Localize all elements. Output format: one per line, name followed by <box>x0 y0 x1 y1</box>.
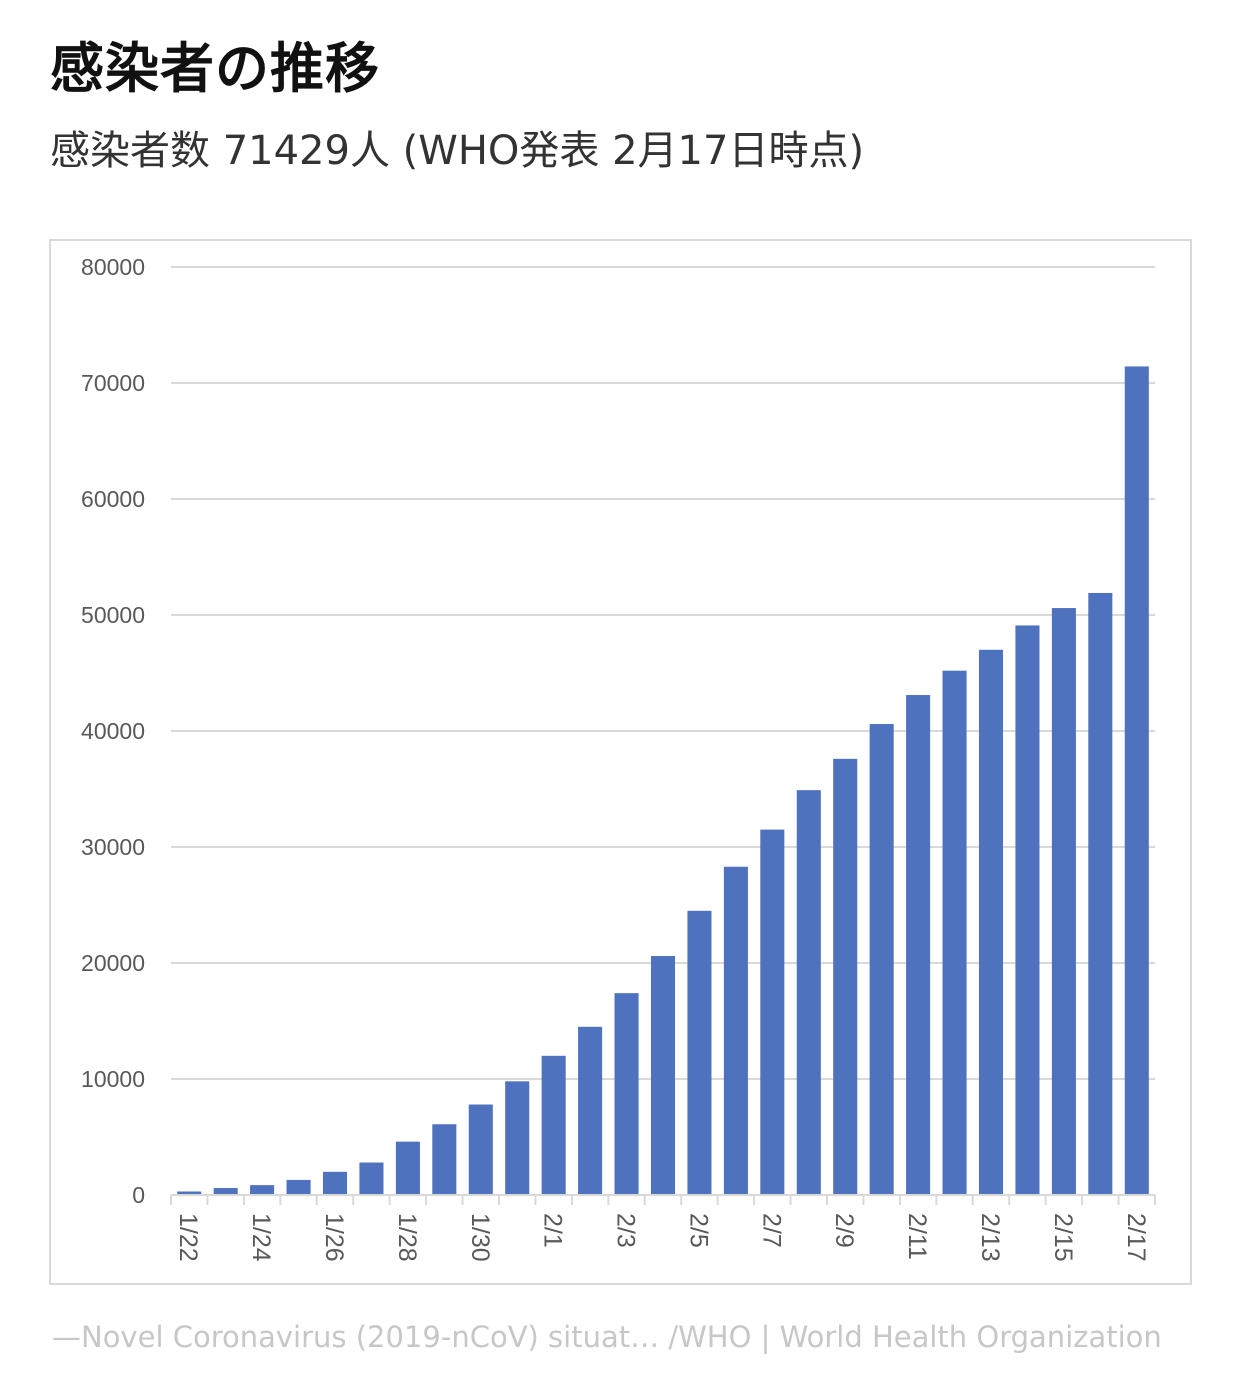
bar-2-11 <box>906 695 931 1195</box>
source-caption: —Novel Coronavirus (2019-nCoV) situat… /… <box>52 1320 1162 1354</box>
bar-2-1 <box>541 1055 566 1195</box>
bar-2-8 <box>796 790 821 1195</box>
x-tick-label: 2/7 <box>757 1213 785 1248</box>
bar-1-31 <box>505 1081 530 1195</box>
bar-1-24 <box>250 1185 275 1195</box>
y-tick-label: 80000 <box>81 254 145 280</box>
page-subtitle: 感染者数 71429人 (WHO発表 2月17日時点) <box>50 128 865 174</box>
bar-2-15 <box>1051 608 1076 1195</box>
bar-1-26 <box>322 1171 348 1195</box>
x-tick-label: 1/24 <box>247 1213 275 1262</box>
bar-2-5 <box>687 910 712 1195</box>
x-tick-label: 2/15 <box>1049 1213 1077 1262</box>
bars <box>177 366 1149 1195</box>
bar-1-30 <box>468 1104 493 1195</box>
y-tick-label: 0 <box>132 1182 145 1208</box>
bar-2-6 <box>723 866 748 1195</box>
bar-2-3 <box>614 993 639 1195</box>
y-tick-label: 10000 <box>81 1066 145 1092</box>
x-tick-label: 2/11 <box>903 1213 931 1260</box>
bar-2-16 <box>1088 592 1113 1195</box>
x-tick-label: 1/26 <box>320 1213 348 1262</box>
x-tick-label: 2/5 <box>684 1213 712 1248</box>
bar-1-25 <box>286 1179 311 1195</box>
bar-chart: 0 10000 20000 30000 40000 50000 60000 70000 8000… <box>81 254 1156 1262</box>
bar-1-22 <box>177 1191 202 1195</box>
y-tick-label: 20000 <box>81 950 145 976</box>
y-tick-labels: 0 10000 20000 30000 40000 50000 60000 70000 8000… <box>81 254 145 1208</box>
bar-2-10 <box>869 724 894 1195</box>
x-tick-label: 2/17 <box>1122 1213 1150 1262</box>
y-tick-label: 70000 <box>81 370 145 396</box>
x-tick-labels: 1/22 1/24 1/26 1/28 1/30 2/1 2/3 2/5 2/7 2/9 2/11 2… <box>174 1213 1150 1262</box>
bar-1-28 <box>395 1141 420 1195</box>
bar-1-29 <box>432 1124 457 1195</box>
page-title: 感染者の推移 <box>50 37 380 100</box>
bar-2-2 <box>578 1026 603 1195</box>
x-tick-label: 2/13 <box>976 1213 1004 1262</box>
x-tick-label: 2/3 <box>612 1213 640 1248</box>
bar-2-12 <box>942 670 967 1195</box>
bar-2-9 <box>833 758 858 1195</box>
bar-2-13 <box>978 649 1004 1195</box>
bar-1-23 <box>213 1188 238 1195</box>
y-gridlines <box>171 266 1155 1080</box>
x-tick-label: 2/1 <box>539 1213 567 1248</box>
bar-2-7 <box>760 829 785 1195</box>
x-tick-label: 1/22 <box>174 1213 202 1262</box>
y-tick-label: 50000 <box>81 602 145 628</box>
y-tick-label: 60000 <box>81 486 145 512</box>
y-tick-label: 40000 <box>81 718 145 744</box>
x-tick-label: 1/28 <box>393 1213 421 1262</box>
x-tick-label: 2/9 <box>830 1213 858 1248</box>
x-tick-label: 1/30 <box>466 1213 494 1262</box>
bar-1-27 <box>359 1162 384 1195</box>
chart-frame: 0 10000 20000 30000 40000 50000 60000 70000 8000… <box>49 239 1192 1285</box>
bar-2-4 <box>650 956 676 1195</box>
bar-2-17 <box>1124 366 1149 1195</box>
y-tick-label: 30000 <box>81 834 145 860</box>
bar-2-14 <box>1015 625 1040 1195</box>
x-tick-marks <box>170 1195 1156 1205</box>
